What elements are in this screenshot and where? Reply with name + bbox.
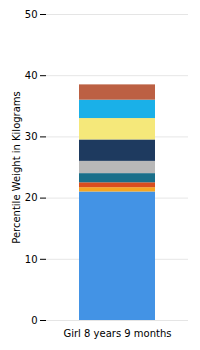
svg-text:50: 50 xyxy=(25,9,38,20)
svg-text:Percentile Weight in Kilograms: Percentile Weight in Kilograms xyxy=(11,91,22,244)
svg-text:40: 40 xyxy=(25,70,38,81)
svg-text:Girl 8 years 9 months: Girl 8 years 9 months xyxy=(63,328,171,339)
svg-text:10: 10 xyxy=(25,253,38,264)
svg-text:30: 30 xyxy=(25,131,38,142)
svg-text:20: 20 xyxy=(25,192,38,203)
svg-text:0: 0 xyxy=(31,315,37,326)
